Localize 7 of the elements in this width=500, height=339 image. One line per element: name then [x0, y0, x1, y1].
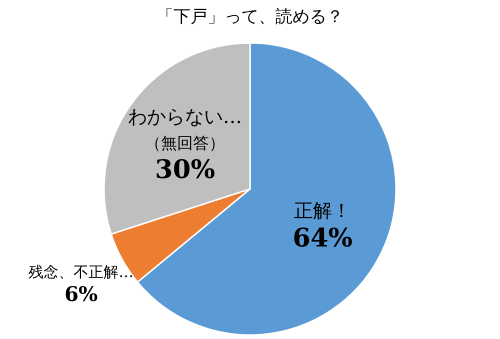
slice-label: 正解！ [294, 200, 352, 222]
chart-title: 「下戸」って、読める？ [156, 7, 344, 27]
slice-label: わからない… （無回答） [128, 106, 242, 152]
data-label: 64% [292, 224, 353, 254]
slice-label: 残念、不正解… [28, 262, 134, 281]
data-label: 6% [64, 282, 98, 306]
data-label: 30% [155, 155, 216, 186]
